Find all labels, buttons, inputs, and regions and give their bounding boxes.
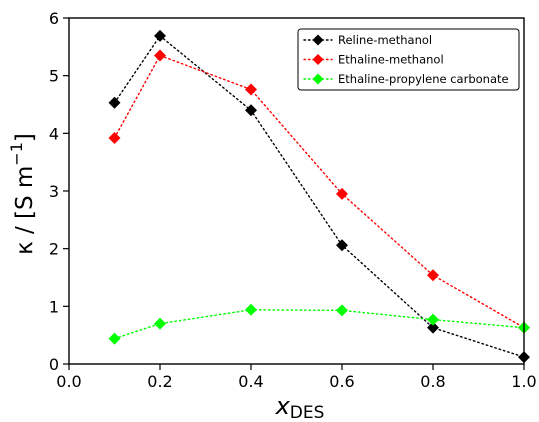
series-2-point-3 [245, 83, 257, 96]
axes: 0.0 0.2 0.4 0.6 0.8 1.0 0 1 2 3 4 5 6 [49, 9, 537, 391]
y-axis-title: κ / [S m−1] [7, 133, 38, 255]
series-3-point-1 [108, 332, 121, 345]
series-1-point-2 [154, 29, 166, 42]
series-line-3 [113, 309, 525, 340]
y-tick-label-2: 1 [49, 297, 59, 316]
legend-marker-2 [312, 54, 324, 65]
series-1-point-3 [245, 104, 257, 117]
series-3-point-3 [245, 303, 257, 316]
x-tick-label-1: 0.0 [56, 372, 81, 391]
x-tick-label-6: 1.0 [511, 372, 536, 391]
x-axis-title-subscript: DES [290, 403, 325, 422]
series-2-point-2 [154, 49, 166, 62]
y-tick-label-5: 4 [49, 124, 59, 143]
y-tick-label-4: 3 [49, 182, 59, 201]
series-2-point-5 [427, 269, 439, 282]
y-tick-label-3: 2 [49, 240, 59, 259]
series-1-point-5 [427, 321, 439, 334]
x-axis-title: xDES [275, 392, 325, 422]
series-3-point-2 [154, 317, 166, 330]
series-line-2 [113, 54, 525, 329]
y-axis-title-superscript: −1 [7, 142, 26, 166]
series-3-point-5 [427, 313, 439, 326]
series-2-point-1 [108, 131, 121, 144]
y-tick-label-7: 6 [49, 9, 59, 28]
legend-marker-3 [312, 73, 324, 85]
legend: Reline-methanol Ethaline-methanol Ethaline… [297, 28, 520, 91]
x-tick-label-5: 0.8 [420, 372, 445, 391]
x-tick-label-4: 0.6 [329, 372, 354, 391]
legend-label-2: Ethaline-methanol [338, 53, 444, 67]
plot-marks [108, 29, 530, 364]
x-tick-label-2: 0.2 [147, 372, 172, 391]
legend-label-3: Ethaline-propylene carbonate [338, 72, 509, 86]
legend-label-1: Reline-methanol [338, 33, 432, 47]
x-tick-label-3: 0.4 [238, 372, 263, 391]
series-3-point-4 [336, 304, 348, 317]
series-line-1 [113, 34, 525, 358]
x-axis-title-main: x [275, 392, 291, 420]
series-1-point-1 [108, 96, 121, 109]
y-tick-label-1: 0 [49, 355, 59, 374]
series-2-point-4 [336, 187, 348, 200]
legend-marker-1 [312, 34, 324, 46]
legend-box [297, 28, 520, 91]
y-tick-label-6: 5 [49, 67, 59, 86]
y-axis-title-main: κ / [S m [12, 166, 38, 255]
y-axis-title-close: ] [12, 133, 38, 142]
series-1-point-4 [336, 239, 348, 252]
